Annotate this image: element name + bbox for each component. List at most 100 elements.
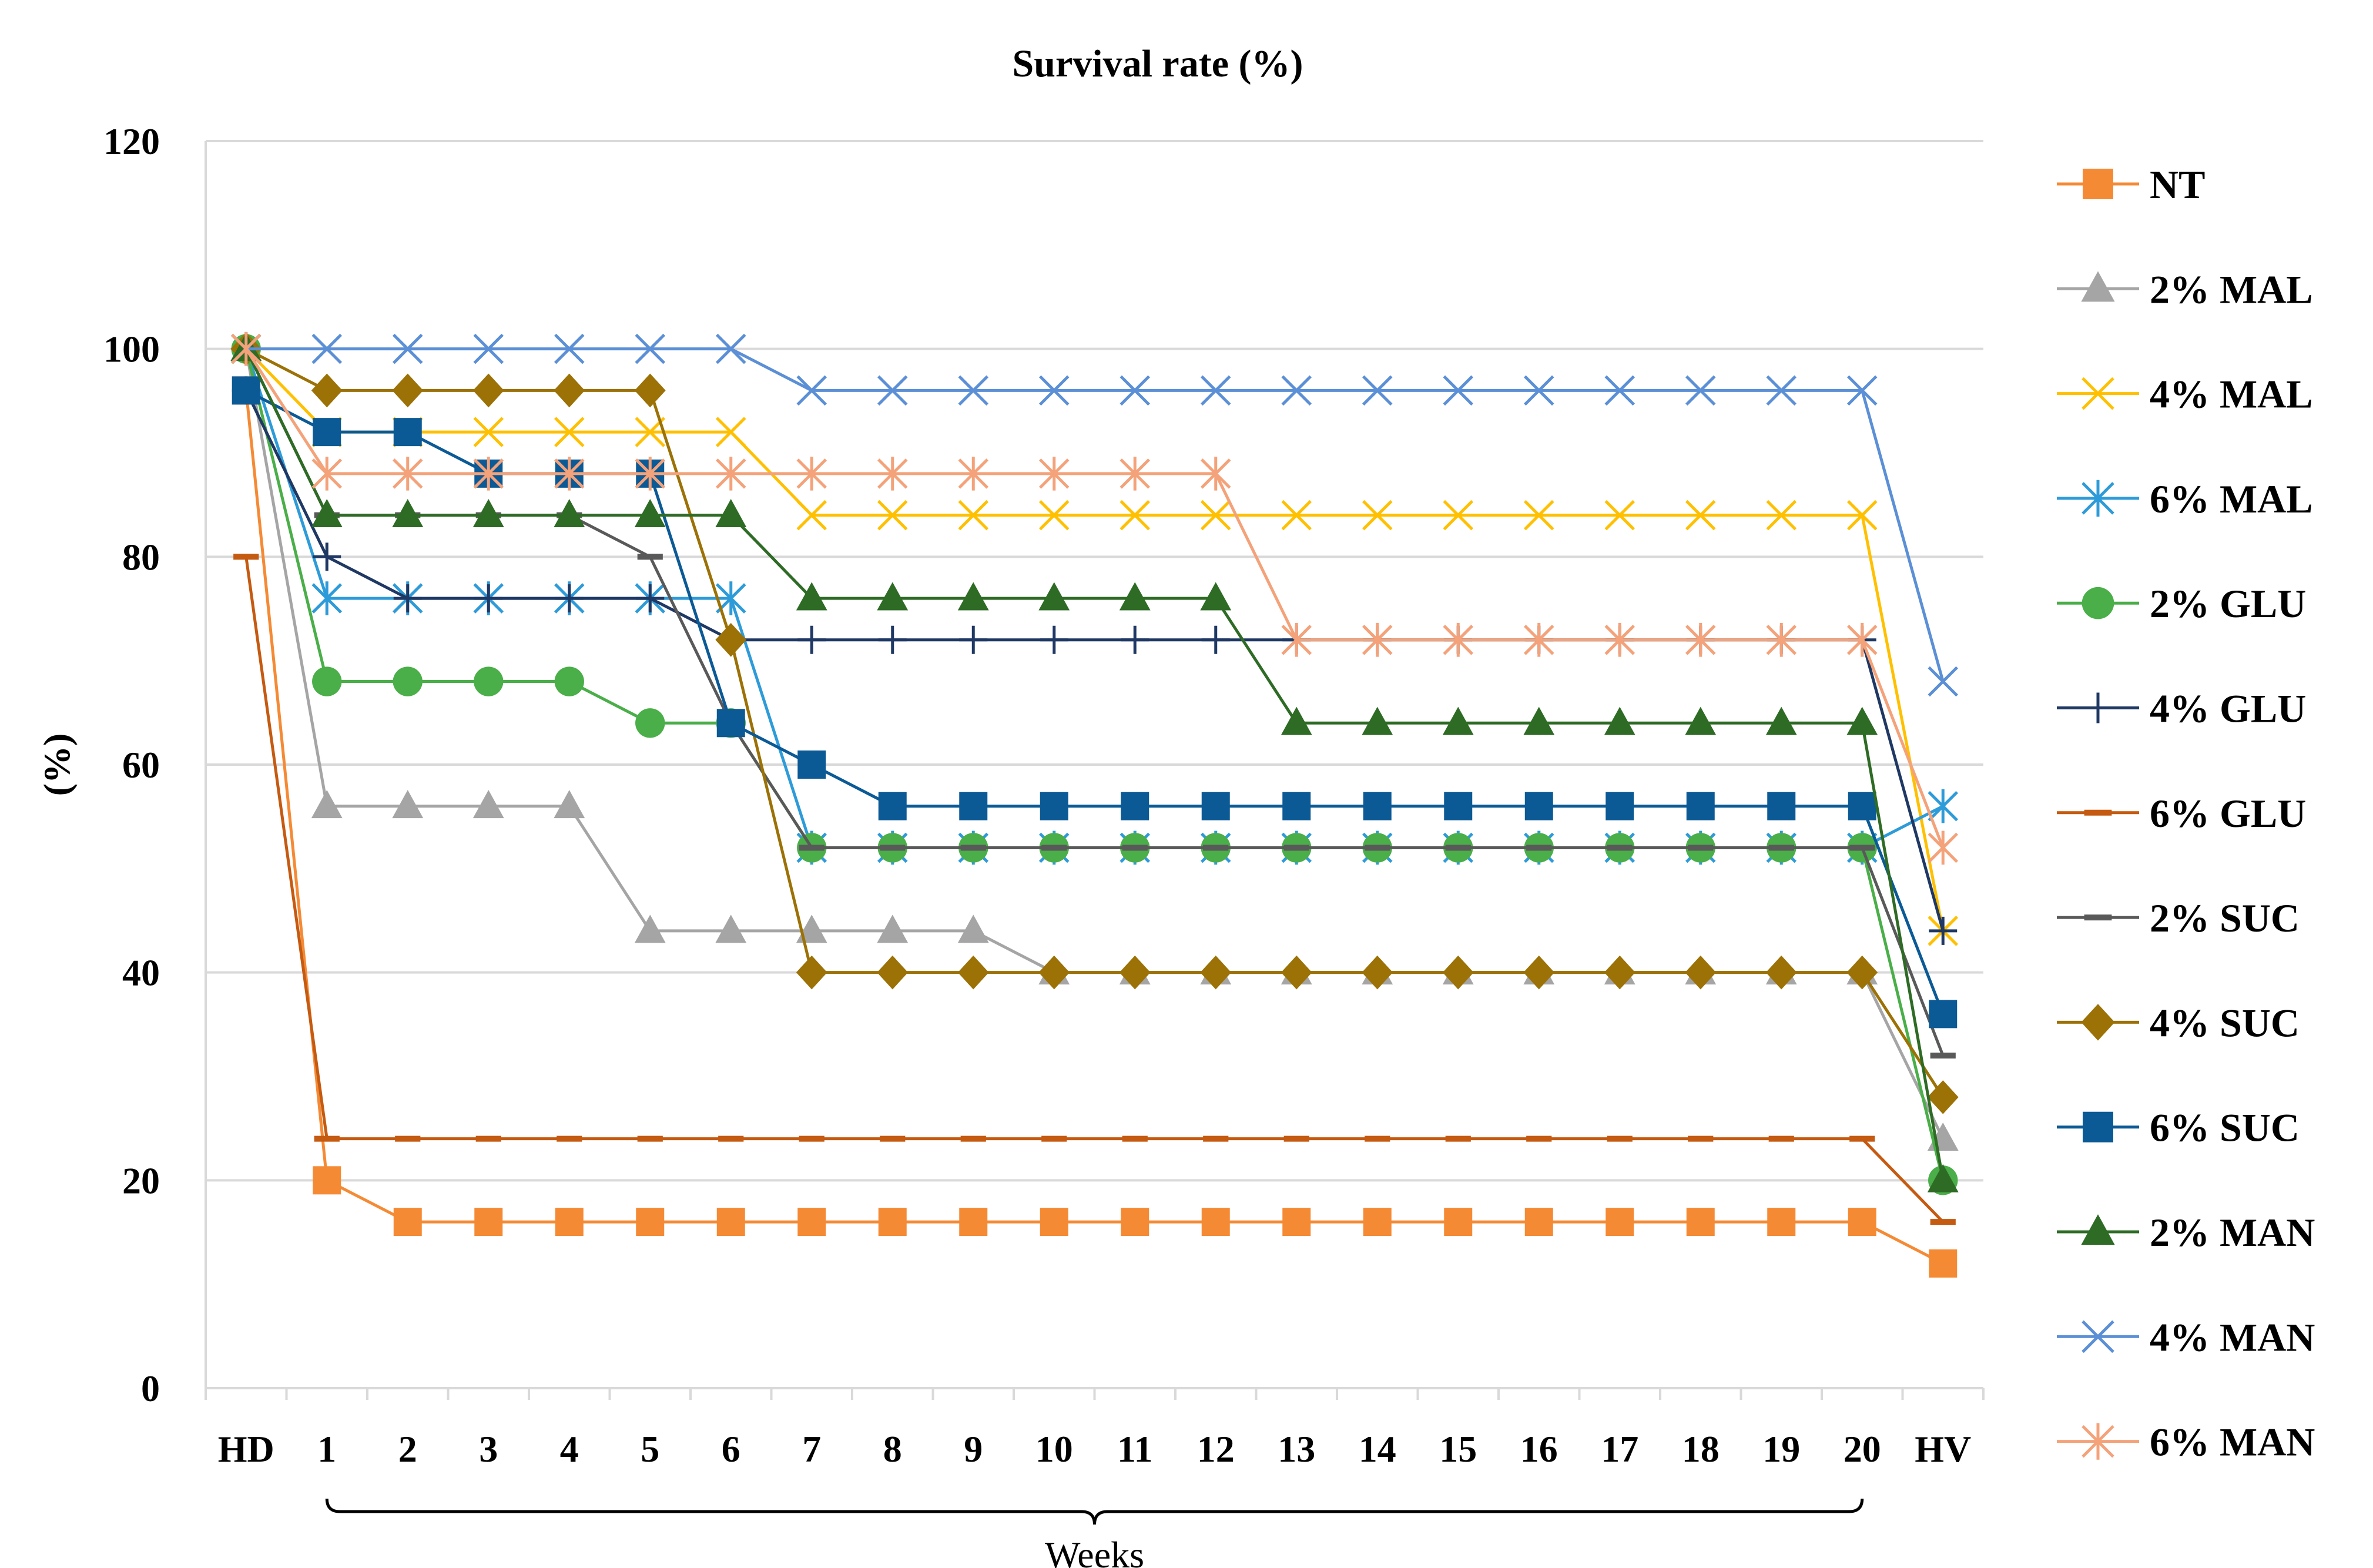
data-point-2pct-mal — [392, 790, 424, 819]
data-point-4pct-man — [1685, 375, 1716, 406]
legend-item-2pct-glu: 2% GLU — [2057, 581, 2306, 626]
legend-item-4pct-mal: 4% MAL — [2057, 372, 2313, 417]
data-point-4pct-mal — [796, 500, 827, 531]
data-point-2pct-man — [877, 582, 909, 611]
data-point-6pct-man — [635, 457, 666, 491]
data-point-4pct-man — [311, 333, 343, 364]
axes: HD 1 2 3 4 5 6 7 8 9 10 11 12 13 14 15 16 17 18 19 20 HV(%)We… — [36, 141, 1985, 1568]
data-point-6pct-suc — [1282, 792, 1311, 820]
y-tick-label: 0 — [141, 1368, 160, 1409]
legend: NT 2% MAL 4% MAL 6% MAL 2% GLU 4% GLU 6% GLU 2%… — [2057, 162, 2315, 1465]
data-point-6pct-suc — [1524, 792, 1553, 820]
legend-label: 2% GLU — [2150, 581, 2306, 626]
data-point-4pct-glu — [313, 542, 341, 571]
data-point-nt — [878, 1208, 907, 1237]
data-point-2pct-glu — [474, 666, 504, 696]
legend-item-6pct-mal: 6% MAL — [2057, 477, 2313, 521]
legend-marker — [2083, 169, 2113, 199]
data-point-4pct-mal — [1766, 500, 1797, 531]
data-point-6pct-man — [1038, 457, 1070, 491]
legend-marker — [2082, 1423, 2114, 1460]
data-point-2pct-man — [796, 582, 827, 611]
data-point-4pct-glu — [878, 625, 907, 654]
data-point-4pct-mal — [554, 417, 585, 447]
data-point-4pct-suc — [1200, 955, 1232, 990]
y-axis-label: (%) — [36, 733, 78, 796]
data-point-2pct-man — [1604, 706, 1635, 735]
data-point-6pct-man — [392, 457, 423, 491]
x-tick-label: 4 — [560, 1428, 579, 1470]
legend-item-2pct-suc: 2% SUC — [2057, 896, 2300, 940]
data-point-6pct-man — [1200, 457, 1231, 491]
legend-label: 2% SUC — [2150, 896, 2300, 940]
series-line-2pct-man — [244, 348, 1945, 1181]
data-point-4pct-glu — [959, 625, 988, 654]
legend-marker — [2082, 1320, 2114, 1353]
data-point-2pct-glu — [312, 666, 342, 696]
data-point-6pct-man — [1685, 623, 1716, 657]
data-point-4pct-glu — [636, 584, 665, 613]
data-point-4pct-glu — [393, 584, 422, 613]
x-tick-label: 14 — [1359, 1428, 1396, 1470]
legend-item-4pct-man: 4% MAN — [2057, 1315, 2315, 1359]
data-point-nt — [1686, 1208, 1715, 1237]
data-point-4pct-mal — [1038, 500, 1070, 531]
data-point-4pct-man — [635, 333, 666, 364]
y-tick-label: 100 — [103, 329, 160, 370]
data-point-2pct-man — [1846, 706, 1878, 735]
legend-label: 6% MAL — [2150, 477, 2313, 521]
data-point-nt — [1040, 1208, 1068, 1237]
data-point-4pct-man — [392, 333, 423, 364]
x-tick-label: 16 — [1520, 1428, 1558, 1470]
data-point-6pct-suc — [878, 792, 907, 820]
data-point-4pct-mal — [877, 500, 908, 531]
data-point-6pct-mal — [311, 581, 343, 615]
legend-label: 6% GLU — [2150, 791, 2306, 836]
data-point-2pct-mal — [957, 914, 989, 943]
x-tick-label: 15 — [1439, 1428, 1477, 1470]
data-point-2pct-man — [392, 499, 424, 527]
data-point-2pct-man — [1200, 582, 1232, 611]
x-tick-label: HV — [1915, 1428, 1971, 1470]
x-tick-label: 20 — [1844, 1428, 1881, 1470]
data-point-2pct-man — [1281, 706, 1312, 735]
data-point-2pct-man — [957, 582, 989, 611]
x-tick-label: 1 — [317, 1428, 336, 1470]
legend-item-6pct-glu: 6% GLU — [2057, 791, 2306, 836]
legend-label: NT — [2150, 162, 2205, 207]
x-tick-label: 18 — [1682, 1428, 1720, 1470]
legend-marker — [2081, 1214, 2115, 1245]
data-point-2pct-man — [1442, 706, 1474, 735]
legend-marker — [2082, 587, 2114, 619]
data-point-6pct-suc — [232, 376, 260, 405]
legend-label: 4% MAN — [2150, 1315, 2315, 1359]
data-point-4pct-suc — [1927, 1080, 1959, 1114]
data-point-4pct-man — [554, 333, 585, 364]
y-tick-label: 20 — [122, 1160, 160, 1201]
grid-lines: 0 20 40 60 80 100 120 — [103, 120, 1983, 1409]
y-tick-label: 40 — [122, 952, 160, 994]
data-point-6pct-man — [958, 457, 989, 491]
data-point-4pct-man — [1928, 666, 1959, 697]
data-point-4pct-suc — [554, 373, 585, 408]
x-axis-label: Weeks — [1045, 1534, 1144, 1568]
data-point-nt — [474, 1208, 503, 1237]
data-point-4pct-man — [473, 333, 504, 364]
data-point-4pct-suc — [1523, 955, 1555, 990]
data-point-4pct-man — [1120, 375, 1151, 406]
data-point-6pct-suc — [1686, 792, 1715, 820]
data-point-4pct-man — [1766, 375, 1797, 406]
data-point-nt — [1606, 1208, 1634, 1237]
data-point-6pct-man — [1281, 623, 1312, 657]
data-point-4pct-man — [1038, 375, 1070, 406]
data-point-4pct-mal — [1846, 500, 1878, 531]
data-point-6pct-suc — [313, 418, 341, 447]
series-2pct-man — [230, 333, 1959, 1192]
series-line-nt — [244, 390, 1944, 1265]
x-tick-label: 17 — [1601, 1428, 1638, 1470]
data-point-2pct-mal — [311, 790, 343, 819]
data-point-4pct-mal — [1523, 500, 1554, 531]
x-tick-label: 11 — [1117, 1428, 1152, 1470]
data-point-4pct-suc — [392, 373, 424, 408]
